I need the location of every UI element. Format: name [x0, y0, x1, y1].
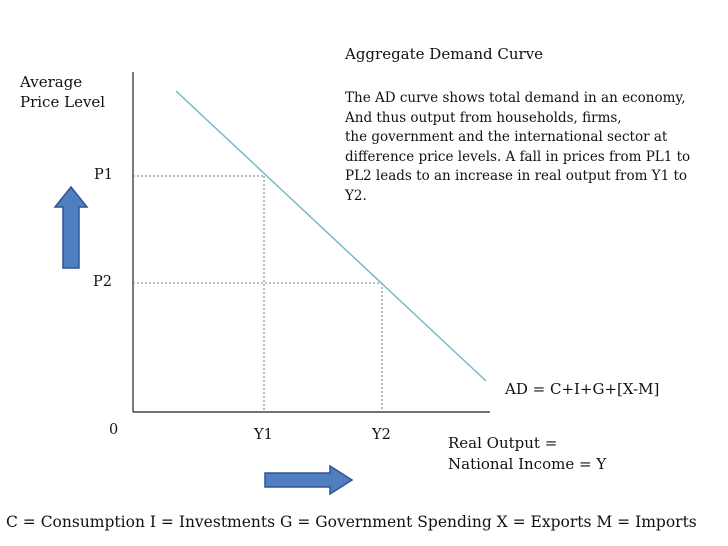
- y-axis-label: Average Price Level: [20, 72, 105, 112]
- diagram-title: Aggregate Demand Curve: [345, 45, 544, 63]
- legend-text: C = Consumption I = Investments G = Gove…: [6, 513, 697, 531]
- y-axis-label-line: Price Level: [20, 93, 106, 111]
- origin-label: 0: [109, 422, 119, 438]
- description-line: the government and the international sec…: [345, 129, 668, 145]
- right-arrow-icon: [264, 464, 354, 496]
- up-arrow-icon: [53, 185, 89, 269]
- p1-label: P1: [94, 167, 113, 183]
- description-line: difference price levels. A fall in price…: [345, 148, 691, 165]
- x-axis-label-line: Real Output =: [448, 434, 558, 452]
- p2-label: P2: [93, 274, 112, 290]
- y-axis-label-line: Average: [20, 73, 83, 91]
- description-line: And thus output from households, firms,: [345, 109, 622, 126]
- description-line: PL2 leads to an increase in real output …: [345, 168, 688, 184]
- y1-label: Y1: [254, 427, 273, 443]
- description-line: The AD curve shows total demand in an ec…: [345, 90, 686, 106]
- description-line: Y2.: [345, 187, 367, 204]
- diagram-description: The AD curve shows total demand in an ec…: [345, 89, 715, 206]
- ad-curve: [175, 90, 487, 382]
- y2-label: Y2: [372, 427, 391, 443]
- x-axis-label-line: National Income = Y: [448, 455, 607, 473]
- ad-curve-label: AD = C+I+G+[X-M]: [505, 380, 660, 398]
- x-axis-label: Real Output = National Income = Y: [448, 433, 606, 475]
